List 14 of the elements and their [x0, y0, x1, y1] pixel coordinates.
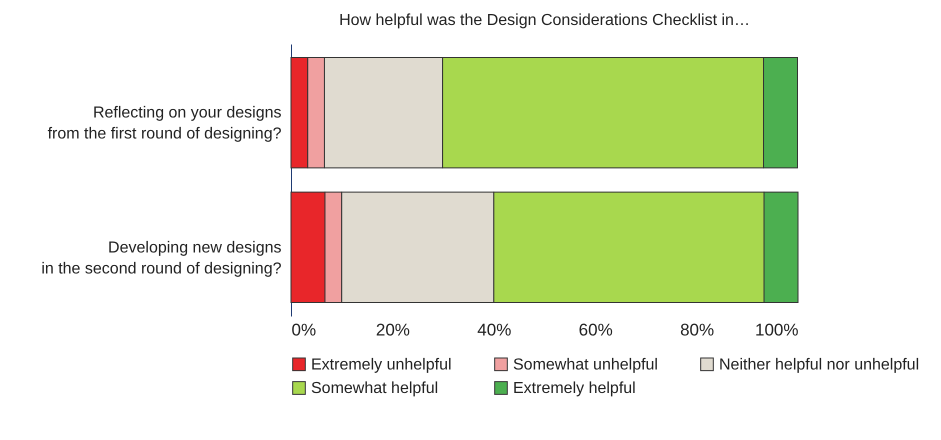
x-tick-label: 100% — [755, 320, 798, 340]
legend-label: Somewhat helpful — [311, 380, 438, 397]
legend-label: Neither helpful nor unhelpful — [719, 356, 920, 374]
y-tick-label: Reflecting on your designs from the first round of designing? — [48, 104, 282, 143]
legend-label: Extremely helpful — [513, 380, 636, 397]
x-tick-label: 20% — [376, 320, 410, 340]
legend-label: Extremely unhelpful — [311, 356, 452, 374]
x-tick-label: 80% — [680, 320, 714, 340]
x-tick-label: 0% — [292, 320, 316, 340]
x-tick-label: 60% — [578, 320, 613, 340]
legend-label: Somewhat unhelpful — [513, 356, 658, 374]
x-tick-label: 40% — [477, 320, 512, 340]
chart-title: How helpful was the Design Considerations Checklist in… — [339, 12, 750, 29]
y-tick-label: Developing new designs in the second round of designing? — [41, 239, 282, 278]
